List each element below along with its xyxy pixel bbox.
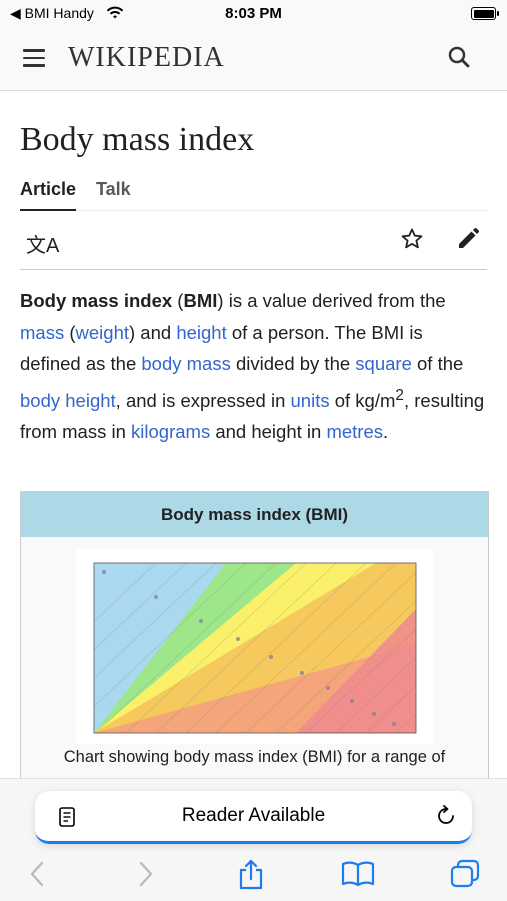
text: ( [172,290,184,311]
tab-talk[interactable]: Talk [96,179,131,199]
tab-article[interactable]: Article [20,179,77,211]
infobox-title: Body mass index (BMI) [21,492,488,537]
text: and height in [210,421,327,443]
back-to-app-link[interactable]: ◀ BMI Handy [10,5,94,21]
back-arrow-icon[interactable] [27,859,47,889]
tabs-icon[interactable] [449,859,481,889]
share-icon[interactable] [236,859,266,891]
link-weight[interactable]: weight [75,321,129,343]
text: of a person. The BMI is defined as the [20,321,423,375]
browser-bottom-bar: Reader Available [0,778,507,901]
link-mass[interactable]: mass [20,321,65,343]
text: of kg/m [329,389,396,411]
link-height[interactable]: height [176,321,227,343]
text: ) and [129,321,177,343]
text: ( [64,321,76,343]
text: . [382,421,389,443]
bookmarks-book-icon[interactable] [341,859,375,889]
battery-icon [471,7,499,20]
text: , and is expressed in [115,389,291,411]
link-square[interactable]: square [355,353,412,374]
edit-pencil-icon[interactable] [456,227,480,251]
superscript: 2 [395,386,404,404]
forward-arrow-icon[interactable] [136,859,156,889]
wiki-header: WIKIPEDIA [0,28,507,91]
star-icon[interactable] [400,227,424,251]
search-icon[interactable] [447,45,471,69]
wikipedia-logo[interactable]: WIKIPEDIA [68,42,225,73]
language-icon[interactable]: 文A [26,235,60,257]
reader-icon[interactable] [59,807,75,827]
text: of the [411,353,464,374]
text: divided by the [230,353,356,374]
article-content: Body mass index Article Talk 文A Body mas… [20,90,489,793]
term-abbr: BMI [183,290,218,311]
menu-icon[interactable] [23,49,45,67]
intro-paragraph: Body mass index (BMI) is a value derived… [20,285,487,448]
wifi-icon [106,6,124,19]
status-time: 8:03 PM [225,5,282,22]
reload-icon[interactable] [435,805,457,827]
link-kilograms[interactable]: kilograms [131,421,211,443]
term-bold: Body mass index [20,290,173,311]
link-body-mass[interactable]: body mass [141,353,231,374]
reader-available-bar[interactable]: Reader Available [35,791,472,844]
page-actions-toolbar: 文A [20,211,487,270]
page-title: Body mass index [20,121,255,158]
text: ) is a value derived from the [217,290,446,311]
infobox: Body mass index (BMI) [20,491,489,793]
bmi-chart-image[interactable] [76,549,433,744]
link-body-height[interactable]: body height [20,389,116,411]
link-metres[interactable]: metres [326,421,383,443]
text: , resulting from mass in [20,389,485,443]
link-units[interactable]: units [290,389,330,411]
status-bar: ◀ BMI Handy 8:03 PM [0,0,507,28]
reader-available-label: Reader Available [181,805,326,826]
infobox-caption: Chart showing body mass index (BMI) for … [63,748,446,766]
article-tabs: Article Talk [20,179,487,211]
